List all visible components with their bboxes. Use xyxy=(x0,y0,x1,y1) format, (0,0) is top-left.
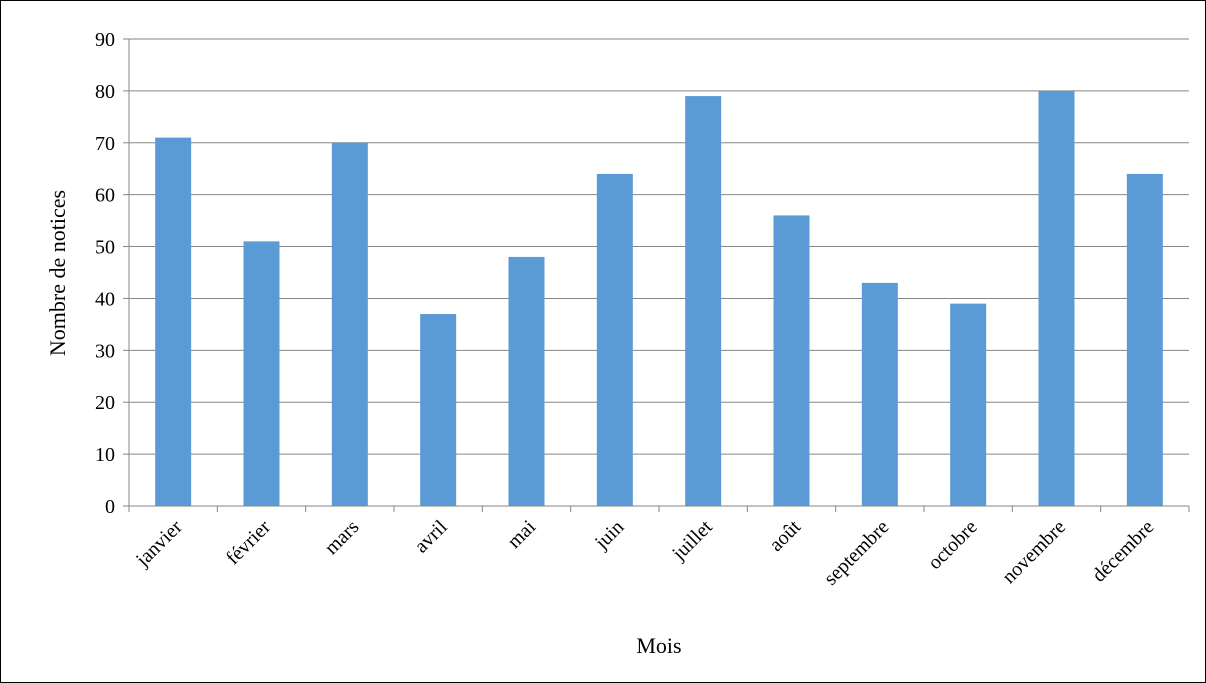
x-tick-label: décembre xyxy=(1088,516,1159,587)
y-tick-labels: 0 10 20 30 40 50 60 70 80 90 xyxy=(95,29,115,518)
y-tick-label: 70 xyxy=(95,133,115,155)
x-tick-labels: janvier février mars avril mai juin juillet aoû… xyxy=(131,516,1158,590)
x-tick-label: janvier xyxy=(131,516,187,572)
bar-6 xyxy=(685,96,722,507)
bar-9 xyxy=(950,303,987,506)
x-axis-title: Mois xyxy=(636,633,681,658)
bar-3 xyxy=(420,314,457,506)
y-tick-label: 80 xyxy=(95,81,115,103)
bar-7 xyxy=(773,215,810,506)
axes xyxy=(123,38,1190,512)
bar-1 xyxy=(243,241,280,506)
x-tick-label: août xyxy=(765,516,805,556)
y-axis-title: Nombre de notices xyxy=(45,190,70,356)
y-tick-label: 0 xyxy=(105,496,115,518)
y-tick-label: 90 xyxy=(95,29,115,51)
y-tick-label: 40 xyxy=(95,288,115,310)
y-tick-label: 50 xyxy=(95,237,115,259)
y-tick-label: 60 xyxy=(95,185,115,207)
x-tick-label: septembre xyxy=(820,516,894,590)
x-tick-label: mai xyxy=(503,516,540,553)
x-tick-label: février xyxy=(222,516,275,569)
bar-11 xyxy=(1126,173,1163,506)
x-tick-label: octobre xyxy=(924,516,982,574)
bar-8 xyxy=(861,282,898,506)
x-tick-label: juin xyxy=(590,516,628,554)
bar-5 xyxy=(596,173,633,506)
y-tick-label: 10 xyxy=(95,444,115,466)
bar-0 xyxy=(155,137,192,507)
x-tick-label: mars xyxy=(320,516,363,559)
bar-10 xyxy=(1038,90,1075,506)
y-tick-label: 30 xyxy=(95,340,115,362)
y-tick-label: 20 xyxy=(95,392,115,414)
bar-4 xyxy=(508,256,545,506)
bar-2 xyxy=(331,142,368,506)
x-tick-label: novembre xyxy=(998,516,1070,588)
x-tick-label: avril xyxy=(410,516,452,558)
x-tick-label: juillet xyxy=(667,516,717,566)
gridlines xyxy=(129,38,1189,455)
bars xyxy=(155,90,1163,507)
